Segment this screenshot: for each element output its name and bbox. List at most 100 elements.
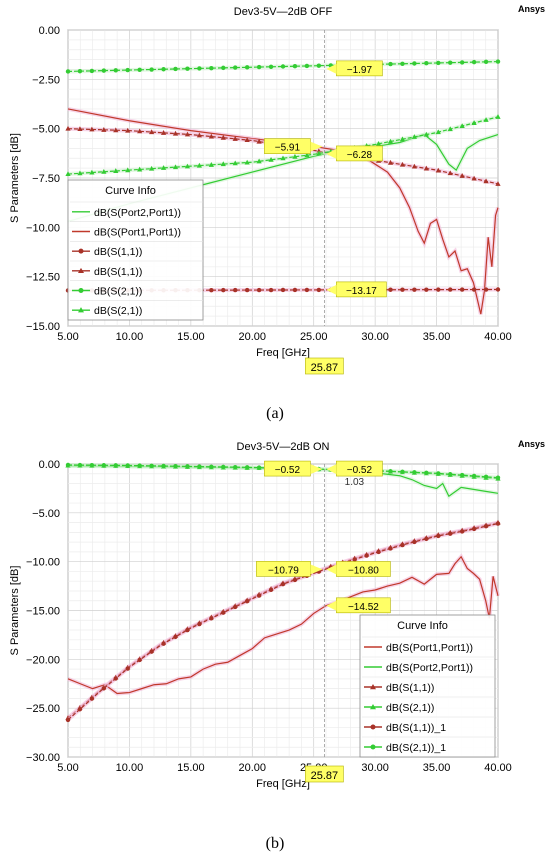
series-point bbox=[160, 165, 167, 170]
y-tick-label: −30.00 bbox=[26, 752, 60, 764]
series-point bbox=[435, 167, 441, 173]
series-point bbox=[77, 126, 83, 132]
x-tick-label: 5.00 bbox=[57, 331, 78, 343]
series-point bbox=[447, 170, 453, 176]
x-axis-label: Freq [GHz] bbox=[256, 347, 310, 359]
marker-value-label: −13.17 bbox=[346, 286, 377, 297]
series-point bbox=[459, 173, 465, 178]
series-point bbox=[89, 68, 95, 74]
series-point bbox=[113, 68, 118, 73]
y-axis-label: S Parameters [dB] bbox=[9, 133, 21, 223]
series-point bbox=[268, 287, 274, 293]
series-point bbox=[185, 66, 190, 71]
legend-entry: dB(S(Port1,Port1)) bbox=[386, 642, 473, 654]
legend-swatch-marker bbox=[78, 267, 84, 274]
series-point bbox=[208, 133, 214, 139]
series-point bbox=[125, 666, 130, 671]
marker-pointer bbox=[326, 148, 337, 159]
y-tick-label: −10.00 bbox=[26, 557, 60, 569]
series-point bbox=[316, 63, 322, 68]
marker-pointer bbox=[326, 600, 337, 611]
x-tick-label: 15.00 bbox=[177, 762, 205, 774]
x-tick-label: 20.00 bbox=[239, 762, 267, 774]
series-point bbox=[233, 464, 238, 470]
series-point bbox=[436, 471, 441, 476]
y-tick-label: 0.00 bbox=[39, 459, 60, 471]
legend-swatch-marker bbox=[78, 288, 84, 293]
legend-entry: dB(S(Port2,Port1)) bbox=[94, 207, 181, 219]
marker-x-label: 25.87 bbox=[311, 362, 339, 374]
series-point bbox=[173, 634, 178, 640]
series-point bbox=[459, 472, 465, 478]
series-point bbox=[400, 287, 405, 292]
x-tick-label: 30.00 bbox=[361, 331, 389, 343]
series-point bbox=[399, 136, 406, 142]
series-point bbox=[233, 65, 238, 70]
x-axis-label: Freq [GHz] bbox=[256, 778, 310, 790]
series-point bbox=[149, 649, 154, 654]
series-point bbox=[423, 131, 429, 137]
series-point bbox=[184, 131, 191, 137]
series-point bbox=[495, 287, 501, 292]
marker-value-sub: 1.03 bbox=[345, 477, 365, 488]
legend-swatch-marker bbox=[370, 724, 376, 730]
marker-x-label: 25.87 bbox=[311, 770, 339, 782]
series-point bbox=[375, 140, 382, 146]
series-point bbox=[221, 610, 226, 615]
series-point bbox=[424, 470, 429, 476]
x-tick-label: 10.00 bbox=[116, 762, 144, 774]
series-point bbox=[280, 155, 286, 161]
series-point bbox=[424, 536, 429, 542]
series-point bbox=[125, 167, 131, 173]
legend-entry: dB(S(2,1)) bbox=[386, 702, 434, 714]
y-tick-label: −20.00 bbox=[26, 654, 60, 666]
series-point bbox=[483, 59, 489, 65]
series-point bbox=[233, 604, 238, 610]
series-point bbox=[137, 463, 142, 468]
series-point bbox=[256, 64, 262, 70]
marker-value-label: −5.91 bbox=[275, 143, 301, 154]
series-point bbox=[65, 717, 71, 723]
series-point bbox=[184, 163, 191, 169]
y-tick-label: −12.50 bbox=[26, 272, 60, 284]
ansys-logo-text: Ansys bbox=[518, 439, 545, 449]
x-tick-label: 30.00 bbox=[361, 762, 389, 774]
series-point bbox=[400, 469, 405, 475]
series-point bbox=[101, 127, 107, 132]
series-point bbox=[292, 153, 298, 159]
x-tick-label: 35.00 bbox=[423, 331, 451, 343]
series-point bbox=[209, 616, 214, 621]
series-point bbox=[256, 593, 262, 598]
series-point bbox=[280, 287, 286, 293]
series-point bbox=[77, 68, 83, 74]
series-point bbox=[436, 60, 441, 66]
series-point bbox=[268, 157, 274, 162]
legend-entry: dB(S(2,1)) bbox=[94, 286, 142, 298]
series-point bbox=[423, 165, 429, 171]
series-point bbox=[161, 641, 166, 646]
series-point bbox=[209, 287, 214, 293]
series-point bbox=[89, 462, 95, 468]
series-point bbox=[471, 287, 477, 292]
y-tick-label: −5.00 bbox=[32, 124, 60, 136]
series-point bbox=[448, 472, 453, 477]
series-point bbox=[304, 152, 310, 158]
series-point bbox=[292, 577, 298, 583]
series-point bbox=[436, 533, 441, 539]
x-tick-label: 25.00 bbox=[300, 331, 328, 343]
series-line-1 bbox=[67, 108, 499, 315]
chart-title: Dev3-5V—2dB OFF bbox=[234, 6, 333, 18]
marker-value-label: −0.52 bbox=[347, 465, 373, 476]
series-point bbox=[244, 65, 250, 70]
series-point bbox=[424, 61, 429, 66]
series-point bbox=[304, 287, 310, 293]
marker-pointer bbox=[326, 464, 337, 475]
series-point bbox=[173, 66, 178, 72]
series-point bbox=[65, 125, 71, 131]
series-point bbox=[412, 61, 417, 66]
series-point bbox=[411, 134, 417, 139]
series-point bbox=[65, 171, 71, 177]
series-point bbox=[125, 463, 130, 468]
series-point bbox=[113, 676, 118, 681]
y-tick-label: −15.00 bbox=[26, 321, 60, 333]
